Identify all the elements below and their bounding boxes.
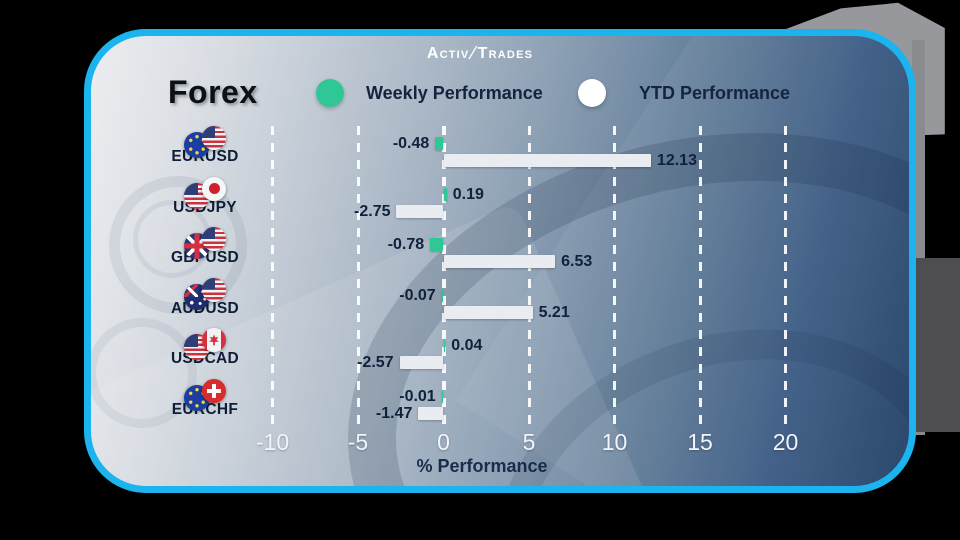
bar-ytd-audusd <box>443 305 533 319</box>
flag-pair-gbpusd <box>184 227 226 260</box>
x-tick-15: 15 <box>687 429 713 455</box>
flag-us-icon <box>202 277 226 302</box>
logo-text-right: Trades <box>477 45 534 62</box>
x-tick--10: -10 <box>255 429 290 455</box>
gridline-5 <box>527 126 531 427</box>
bar-ytd-eurchf <box>418 407 444 420</box>
bar-weekly-eurchf <box>441 390 444 403</box>
x-tick-0: 0 <box>437 429 450 455</box>
activtrades-logo: Activ/Trades <box>0 42 960 63</box>
gridline-20 <box>784 126 787 427</box>
value-ytd-usdcad: -2.57 <box>357 354 394 372</box>
flag-ca-icon <box>202 328 226 353</box>
value-ytd-usdjpy: -2.75 <box>354 202 391 220</box>
x-axis-label: % Performance <box>416 456 548 476</box>
gridline--5 <box>356 126 360 427</box>
legend-weekly-label: Weekly Performance <box>366 83 543 103</box>
flag-us-icon <box>202 227 226 252</box>
flag-jp-icon <box>202 176 226 201</box>
legend-ytd-label: YTD Performance <box>639 83 791 103</box>
bar-weekly-gbpusd <box>430 238 444 252</box>
value-weekly-audusd: -0.07 <box>399 286 436 304</box>
legend-ytd-dot-icon <box>578 79 606 107</box>
value-ytd-eurusd: 12.13 <box>656 152 697 169</box>
bar-ytd-eurusd <box>443 154 651 167</box>
x-tick-10: 10 <box>601 429 628 455</box>
bar-ytd-usdcad <box>399 356 444 370</box>
flag-pair-eurusd <box>184 126 226 158</box>
gridline-15 <box>698 126 702 427</box>
value-weekly-usdcad: 0.04 <box>451 337 483 355</box>
flag-pair-audusd <box>184 277 226 310</box>
x-tick--5: -5 <box>347 429 369 455</box>
flag-ch-icon <box>202 379 226 403</box>
value-weekly-gbpusd: -0.78 <box>387 236 425 254</box>
value-ytd-eurchf: -1.47 <box>375 405 413 422</box>
flag-pair-usdcad <box>184 328 226 361</box>
value-weekly-usdjpy: 0.19 <box>452 185 484 203</box>
logo-text-left: Activ <box>426 45 470 62</box>
value-weekly-eurchf: -0.01 <box>399 388 436 405</box>
bar-weekly-audusd <box>441 288 444 302</box>
flag-us-icon <box>202 126 226 150</box>
value-weekly-eurusd: -0.48 <box>392 135 430 152</box>
bar-ytd-gbpusd <box>443 255 556 269</box>
page-title: Forex <box>168 74 258 110</box>
gridline--10 <box>271 126 274 427</box>
legend-weekly-dot-icon <box>316 79 344 107</box>
bar-ytd-usdjpy <box>396 204 444 218</box>
x-tick-5: 5 <box>522 429 536 455</box>
flag-pair-usdjpy <box>184 176 226 209</box>
value-ytd-gbpusd: 6.53 <box>561 253 593 271</box>
x-tick-20: 20 <box>772 429 799 455</box>
bar-weekly-usdjpy <box>443 187 447 201</box>
value-ytd-audusd: 5.21 <box>538 303 570 321</box>
flag-pair-eurchf <box>184 379 226 411</box>
bar-weekly-eurusd <box>435 137 444 150</box>
bar-weekly-usdcad <box>443 339 446 353</box>
gridline-0 <box>441 126 446 427</box>
photo-bleed-bottom-right <box>908 258 960 432</box>
gridline-10 <box>613 126 616 427</box>
